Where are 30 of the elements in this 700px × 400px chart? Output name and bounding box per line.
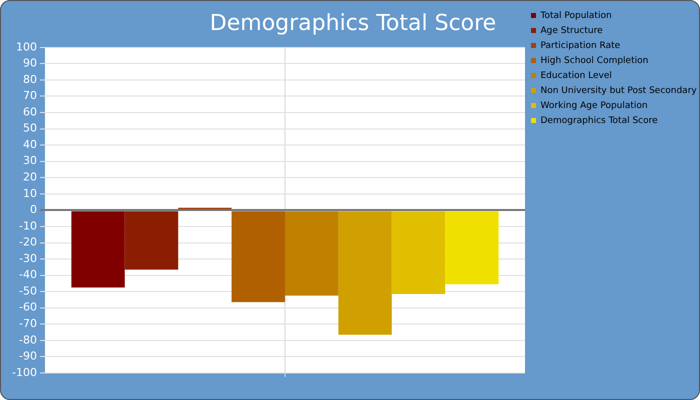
y-tick-label: 10 <box>22 186 37 200</box>
legend-label: Demographics Total Score <box>540 116 658 126</box>
y-tick-label: -20 <box>18 236 37 249</box>
legend-label: Education Level <box>540 70 612 81</box>
chart-title: Demographics Total Score <box>210 10 496 36</box>
legend-label: Participation Rate <box>540 40 621 51</box>
y-tick-label: 20 <box>22 170 37 184</box>
y-tick-label: 80 <box>22 72 37 86</box>
y-tick-label: -90 <box>18 350 37 363</box>
y-tick-label: -60 <box>18 300 37 314</box>
y-tick-label: 90 <box>22 56 37 70</box>
y-tick-label: -30 <box>18 252 37 265</box>
y-tick-label: 100 <box>16 40 37 54</box>
y-tick-label: -40 <box>18 268 37 282</box>
y-tick-label: 0 <box>30 203 37 216</box>
legend-label: Total Population <box>540 10 612 21</box>
y-tick-label: -50 <box>18 284 37 298</box>
y-tick-label: -80 <box>18 333 37 346</box>
y-tick-label: 50 <box>22 122 37 135</box>
legend-label: Working Age Population <box>540 100 648 111</box>
y-tick-label: 40 <box>22 138 37 151</box>
y-tick-label: 70 <box>22 89 37 102</box>
legend-label: High School Completion <box>540 56 648 66</box>
y-tick-label: -70 <box>18 317 37 330</box>
y-tick-label: 60 <box>22 105 37 118</box>
y-tick-label: -10 <box>18 219 37 232</box>
y-tick-label: -100 <box>12 366 37 379</box>
legend-label: Non University but Post Secondary <box>540 86 698 96</box>
legend-label: Age Structure <box>540 26 604 36</box>
y-tick-label: 30 <box>22 154 37 168</box>
